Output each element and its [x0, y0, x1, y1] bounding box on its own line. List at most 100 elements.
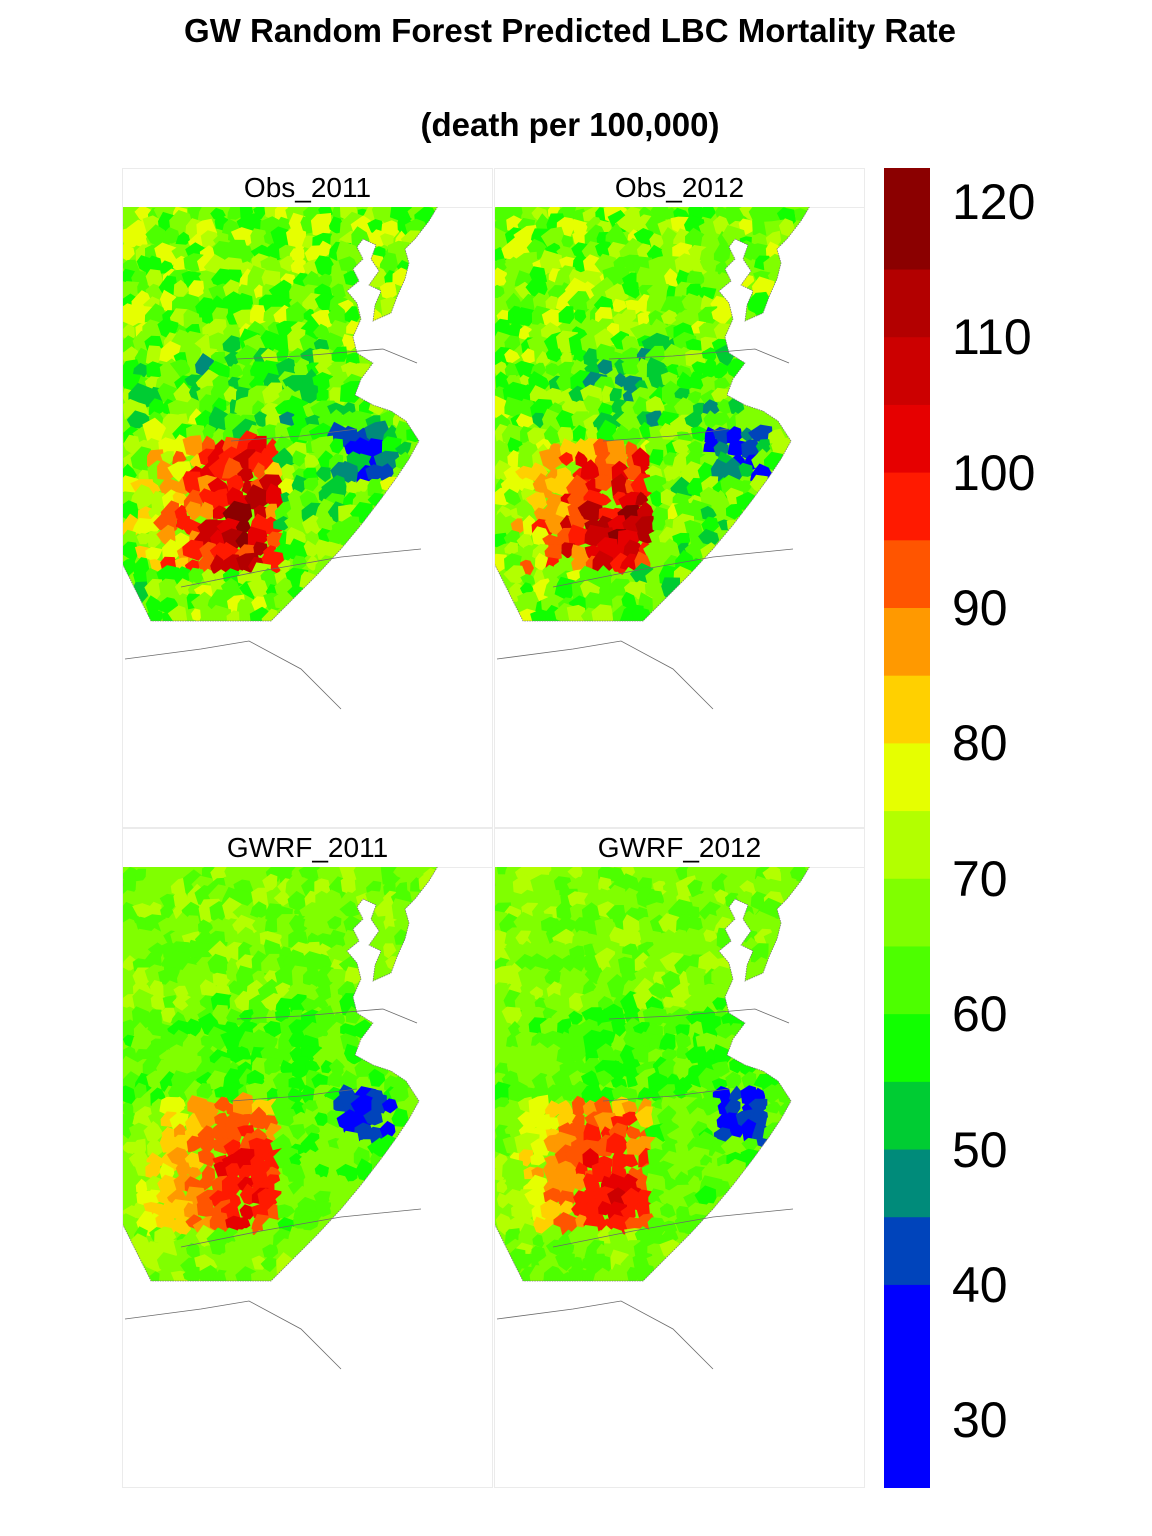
- county-polygon: [495, 439, 507, 455]
- county-polygon: [711, 1138, 728, 1155]
- legend-bin: [884, 811, 930, 880]
- county-polygon: [292, 450, 307, 467]
- legend-bin: [884, 608, 930, 677]
- county-polygon: [353, 867, 375, 883]
- county-polygon: [526, 335, 548, 355]
- county-polygon: [518, 325, 533, 340]
- county-polygon: [585, 426, 599, 442]
- county-polygon: [182, 471, 203, 498]
- county-polygon: [503, 565, 527, 584]
- county-polygon: [312, 965, 336, 989]
- choropleth-map-obs-2011: [123, 207, 481, 710]
- county-polygon: [287, 327, 306, 353]
- county-polygon: [314, 878, 332, 897]
- county-polygon: [201, 308, 217, 325]
- county-polygon: [162, 227, 181, 244]
- county-polygon: [534, 1114, 552, 1132]
- legend-bin: [884, 168, 930, 271]
- county-polygon: [674, 253, 696, 273]
- county-polygon: [318, 1096, 337, 1115]
- county-polygon: [503, 488, 522, 506]
- county-polygon: [146, 878, 161, 895]
- county-polygon: [631, 447, 650, 470]
- county-polygon: [700, 336, 718, 353]
- county-polygon: [609, 552, 630, 577]
- county-polygon: [687, 879, 707, 900]
- county-polygon: [225, 1118, 244, 1144]
- county-polygon: [729, 1122, 745, 1140]
- county-polygon: [631, 1044, 654, 1064]
- county-polygon: [545, 1084, 565, 1102]
- county-polygon: [325, 994, 346, 1015]
- county-polygon: [672, 929, 687, 946]
- county-polygon: [194, 1109, 221, 1130]
- county-polygon: [135, 1178, 150, 1194]
- county-polygon: [182, 1266, 200, 1281]
- county-polygon: [643, 541, 668, 563]
- county-polygon: [614, 212, 638, 234]
- county-polygon: [703, 929, 718, 943]
- county-polygon: [582, 1148, 601, 1169]
- county-polygon: [208, 1026, 229, 1051]
- county-polygon: [592, 1029, 616, 1051]
- state-boundary: [236, 1008, 418, 1024]
- county-polygon: [652, 518, 666, 535]
- county-polygon: [210, 1238, 228, 1256]
- county-polygon: [506, 215, 523, 232]
- county-polygon: [683, 990, 707, 1012]
- county-polygon: [312, 1048, 339, 1068]
- county-polygon: [515, 1253, 533, 1269]
- map-subtitle: (death per 100,000): [420, 106, 720, 143]
- county-polygon: [702, 399, 720, 416]
- county-polygon: [208, 488, 232, 512]
- county-polygon: [685, 1046, 708, 1064]
- county-polygon: [700, 227, 722, 253]
- county-polygon: [221, 1172, 244, 1199]
- county-polygon: [175, 1161, 191, 1178]
- county-polygon: [247, 526, 269, 548]
- county-polygon: [123, 1102, 136, 1118]
- county-polygon: [505, 891, 520, 904]
- county-polygon: [725, 503, 744, 520]
- county-polygon: [495, 258, 507, 274]
- county-polygon: [637, 311, 651, 328]
- county-polygon: [389, 1081, 409, 1104]
- county-polygon: [594, 328, 616, 350]
- county-polygon: [410, 867, 423, 882]
- county-polygon: [315, 466, 331, 483]
- county-polygon: [310, 435, 335, 457]
- county-polygon: [585, 1042, 601, 1062]
- legend-bin: [884, 540, 930, 609]
- county-polygon: [236, 1216, 251, 1230]
- county-polygon: [659, 1203, 676, 1218]
- county-polygon: [495, 1042, 512, 1065]
- county-polygon: [570, 208, 588, 223]
- legend-tick-label: 100: [952, 444, 1036, 501]
- county-polygon: [720, 1135, 743, 1157]
- county-polygon: [320, 1059, 333, 1074]
- county-polygon: [299, 902, 323, 919]
- county-polygon: [343, 270, 359, 286]
- county-polygon: [714, 261, 730, 277]
- county-polygon: [197, 943, 217, 960]
- county-polygon: [273, 889, 293, 906]
- county-polygon: [567, 291, 594, 316]
- state-boundary: [124, 1300, 342, 1370]
- county-polygon: [158, 578, 181, 601]
- county-polygon: [234, 395, 256, 418]
- legend-tick-label: 70: [952, 850, 1008, 907]
- state-boundary: [230, 1088, 358, 1102]
- county-polygon: [365, 464, 383, 481]
- county-polygon: [540, 1199, 562, 1223]
- legend-tick-label: 80: [952, 715, 1008, 772]
- county-polygon: [529, 1265, 549, 1281]
- county-polygon: [513, 307, 534, 327]
- county-polygon: [303, 540, 318, 557]
- county-polygon: [674, 309, 695, 328]
- county-polygon: [175, 231, 191, 245]
- county-polygon: [647, 930, 664, 946]
- county-polygon: [316, 1018, 334, 1038]
- county-polygon: [566, 604, 587, 621]
- county-polygon: [723, 873, 747, 897]
- county-polygon: [394, 441, 412, 456]
